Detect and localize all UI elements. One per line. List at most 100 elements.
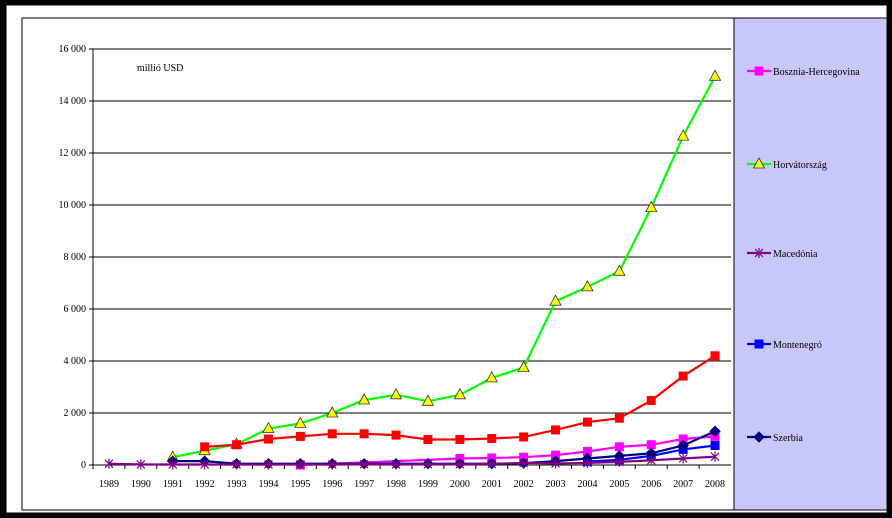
- marker-horv-torsz-g: [517, 360, 530, 372]
- legend-label: Bosznia-Hercegovina: [773, 67, 860, 78]
- x-axis: 1989 1990 1991 1992 1993 1994 1995 1996 1997 1998…: [92, 464, 731, 490]
- x-tick-label: 2002: [514, 479, 534, 490]
- marker-horv-torsz-g: [453, 387, 467, 400]
- y-tick-label: 10 000: [59, 200, 87, 211]
- marker-series-5: [200, 442, 210, 452]
- marker-series-5: [710, 351, 720, 361]
- y-tick-label: 0: [81, 460, 86, 471]
- legend-label: Macedónia: [773, 249, 818, 260]
- marker-horv-torsz-g: [389, 387, 403, 400]
- y-tick-label: 12 000: [59, 148, 87, 159]
- legend-label: Montenegró: [773, 340, 822, 351]
- x-tick-label: 1995: [290, 479, 310, 490]
- legend-item-szerbia: Szerbia: [747, 431, 804, 444]
- y-tick-label: 14 000: [59, 96, 87, 107]
- marker-maced-nia: [232, 459, 241, 470]
- marker-legend-maced-nia: [754, 248, 764, 258]
- marker-horv-torsz-g: [262, 421, 275, 434]
- legend-label: Horvátország: [773, 160, 827, 171]
- marker-series-5: [327, 429, 337, 439]
- x-tick-label: 2000: [450, 479, 470, 490]
- marker-szerbia: [709, 425, 721, 437]
- plot-area-border: [21, 17, 735, 511]
- marker-series-5: [391, 430, 401, 440]
- x-tick-label: 2007: [673, 479, 693, 490]
- x-tick-label: 2003: [546, 479, 566, 490]
- legend-item-bosznia-hercegovina: Bosznia-Hercegovina: [747, 66, 860, 78]
- series-maced-nia: [104, 451, 720, 470]
- unit-label: millió USD: [137, 63, 183, 74]
- marker-maced-nia: [264, 459, 273, 470]
- marker-maced-nia: [455, 459, 465, 470]
- gridlines: [93, 48, 731, 466]
- x-tick-label: 1993: [227, 479, 247, 490]
- y-tick-label: 8 000: [64, 252, 87, 263]
- marker-maced-nia: [487, 458, 497, 469]
- marker-horv-torsz-g: [549, 294, 562, 306]
- marker-horv-torsz-g: [581, 280, 594, 292]
- series-line-horv-torsz-g: [172, 75, 717, 459]
- marker-series-5: [551, 425, 561, 435]
- y-axis: 0 2 000 4 000 6 000 8 000 10 000 12 000 14 000 1…: [59, 44, 94, 471]
- x-tick-label: 1996: [322, 479, 342, 490]
- x-tick-label: 1992: [195, 479, 215, 490]
- marker-szerbia: [677, 439, 689, 452]
- marker-maced-nia: [136, 459, 146, 470]
- series-series-5: [200, 351, 720, 452]
- marker-series-5: [487, 433, 497, 443]
- marker-maced-nia: [423, 459, 433, 470]
- marker-maced-nia: [168, 459, 178, 470]
- marker-series-5: [582, 417, 592, 427]
- x-tick-label: 2005: [609, 479, 629, 490]
- series-line-maced-nia: [108, 455, 716, 466]
- marker-maced-nia: [359, 459, 369, 470]
- marker-legend-montenegr-: [754, 339, 764, 349]
- marker-horv-torsz-g: [485, 371, 498, 383]
- marker-horv-torsz-g: [676, 129, 690, 141]
- marker-maced-nia: [646, 455, 656, 466]
- marker-series-5: [614, 413, 624, 423]
- marker-maced-nia: [710, 451, 720, 462]
- series-line-bosznia-hercegovina: [300, 435, 716, 467]
- marker-series-5: [646, 396, 656, 406]
- marker-legend-bosznia-hercegovina: [754, 66, 764, 76]
- marker-maced-nia: [551, 458, 560, 469]
- x-tick-label: 1990: [131, 479, 151, 490]
- marker-horv-torsz-g: [645, 200, 658, 213]
- marker-series-5: [295, 431, 305, 441]
- marker-series-5: [519, 432, 529, 442]
- legend-item-maced-nia: Macedónia: [747, 248, 818, 260]
- y-tick-label: 2 000: [64, 408, 87, 419]
- marker-bosznia-hercegovina: [646, 440, 656, 450]
- legend-label: Szerbia: [773, 433, 804, 444]
- legend-item-horv-torsz-g: Horvátország: [747, 157, 827, 171]
- series-layer: [104, 69, 722, 470]
- marker-series-5: [423, 435, 433, 445]
- legend-item-montenegr-: Montenegró: [747, 339, 822, 351]
- marker-maced-nia: [327, 459, 337, 470]
- x-tick-label: 1998: [386, 479, 406, 490]
- marker-horv-torsz-g: [421, 394, 435, 406]
- marker-montenegr-: [710, 441, 720, 450]
- marker-horv-torsz-g: [613, 264, 626, 276]
- x-tick-label: 2008: [705, 479, 725, 490]
- marker-series-5: [678, 371, 688, 381]
- marker-horv-torsz-g: [326, 406, 339, 418]
- y-tick-label: 6 000: [64, 304, 87, 315]
- marker-legend-szerbia: [753, 431, 765, 443]
- marker-bosznia-hercegovina: [614, 442, 624, 452]
- marker-maced-nia: [614, 456, 624, 467]
- marker-series-5: [263, 434, 273, 444]
- x-tick-label: 1999: [418, 479, 438, 490]
- marker-maced-nia: [295, 459, 305, 470]
- marker-legend-horv-torsz-g: [752, 157, 766, 169]
- marker-horv-torsz-g: [708, 69, 722, 81]
- x-tick-label: 2006: [641, 479, 661, 490]
- x-tick-label: 2001: [482, 479, 502, 490]
- marker-maced-nia: [678, 453, 688, 464]
- marker-horv-torsz-g: [357, 393, 371, 405]
- y-tick-label: 16 000: [59, 44, 87, 55]
- marker-maced-nia: [200, 459, 210, 470]
